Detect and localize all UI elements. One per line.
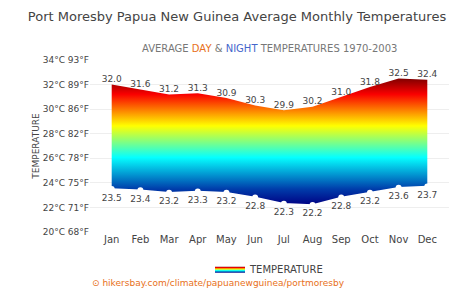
svg-text:30.2: 30.2 (303, 96, 323, 106)
svg-text:31.8: 31.8 (360, 77, 380, 87)
svg-text:34°C 93°F: 34°C 93°F (43, 55, 89, 65)
svg-text:20°C 68°F: 20°C 68°F (43, 227, 89, 237)
svg-text:⊙ hikersbay.com/climate/papuan: ⊙ hikersbay.com/climate/papuanewguinea/p… (92, 278, 345, 288)
svg-text:28°C 82°F: 28°C 82°F (43, 129, 89, 139)
svg-text:AVERAGE DAY & NIGHT TEMPERATUR: AVERAGE DAY & NIGHT TEMPERATURES 1970-20… (142, 43, 397, 54)
svg-text:22.8: 22.8 (331, 201, 351, 211)
svg-text:May: May (216, 234, 237, 245)
svg-text:32.5: 32.5 (389, 68, 409, 78)
svg-text:23.6: 23.6 (389, 191, 409, 201)
svg-text:32.0: 32.0 (102, 74, 122, 84)
svg-text:23.2: 23.2 (216, 196, 236, 206)
svg-text:Nov: Nov (389, 234, 409, 245)
svg-text:22.2: 22.2 (303, 208, 323, 218)
svg-text:32.4: 32.4 (417, 69, 437, 79)
svg-text:Port Moresby Papua New Guinea: Port Moresby Papua New Guinea Average Mo… (28, 9, 447, 24)
svg-text:31.6: 31.6 (130, 79, 150, 89)
svg-text:TEMPERATURE: TEMPERATURE (31, 113, 41, 180)
svg-text:Mar: Mar (160, 234, 180, 245)
svg-text:22.3: 22.3 (274, 207, 294, 217)
svg-text:32°C 89°F: 32°C 89°F (43, 80, 89, 90)
svg-text:Jan: Jan (103, 234, 119, 245)
svg-text:Apr: Apr (189, 234, 207, 245)
svg-text:23.5: 23.5 (102, 193, 122, 203)
svg-text:23.2: 23.2 (159, 196, 179, 206)
svg-text:Oct: Oct (361, 234, 378, 245)
svg-text:31.2: 31.2 (159, 84, 179, 94)
svg-text:TEMPERATURE: TEMPERATURE (249, 264, 323, 275)
svg-text:30°C 86°F: 30°C 86°F (43, 104, 89, 114)
svg-text:24°C 75°F: 24°C 75°F (43, 178, 89, 188)
svg-text:26°C 78°F: 26°C 78°F (43, 153, 89, 163)
svg-text:31.3: 31.3 (188, 83, 208, 93)
svg-text:23.7: 23.7 (417, 190, 437, 200)
svg-text:22.8: 22.8 (245, 201, 265, 211)
svg-text:23.2: 23.2 (360, 196, 380, 206)
svg-text:30.9: 30.9 (216, 88, 236, 98)
svg-text:Jun: Jun (246, 234, 263, 245)
svg-text:Feb: Feb (132, 234, 150, 245)
svg-text:Jul: Jul (277, 234, 290, 245)
svg-text:31.0: 31.0 (331, 87, 351, 97)
svg-text:22°C 71°F: 22°C 71°F (43, 203, 89, 213)
svg-text:30.3: 30.3 (245, 95, 265, 105)
svg-text:Sep: Sep (332, 234, 351, 245)
svg-text:23.4: 23.4 (130, 194, 150, 204)
svg-text:29.9: 29.9 (274, 100, 294, 110)
svg-text:Dec: Dec (418, 234, 437, 245)
svg-text:Aug: Aug (303, 234, 323, 245)
svg-text:23.3: 23.3 (188, 195, 208, 205)
